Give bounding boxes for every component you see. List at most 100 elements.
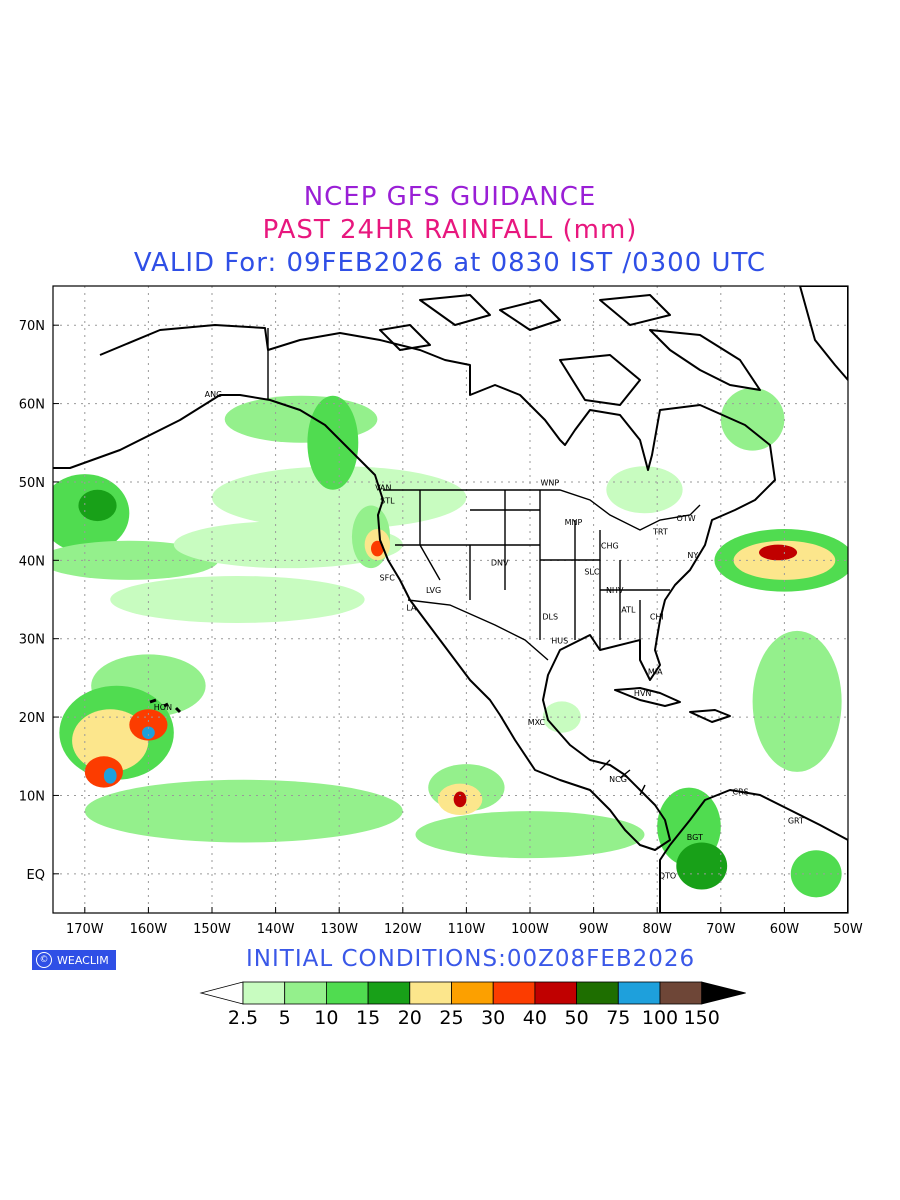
station-bgt: BGT	[687, 833, 703, 842]
baffin-coast	[649, 329, 761, 391]
rain-area-25	[758, 544, 798, 561]
lon-tick-170W: 170W	[66, 922, 104, 937]
rain-area-30	[606, 466, 683, 514]
legend-under-arrow	[199, 981, 244, 1005]
legend-swatch-3	[367, 981, 411, 1005]
legend-swatch-2	[325, 981, 369, 1005]
station-anc: ANC	[205, 390, 222, 399]
station-chg: CHG	[601, 541, 619, 550]
rain-area-32	[542, 701, 581, 733]
hispaniola-coast	[689, 709, 731, 723]
station-slc: SLC	[584, 567, 600, 576]
lon-tick-120W: 120W	[384, 922, 422, 937]
rain-area-2	[53, 540, 219, 580]
legend-label-8: 50	[565, 1007, 589, 1029]
station-ncg: NCG	[609, 775, 627, 784]
lon-tick-150W: 150W	[193, 922, 231, 937]
title-line-2: PAST 24HR RAINFALL (mm)	[262, 215, 638, 245]
rain-area-1	[78, 489, 117, 522]
lat-tick-50N: 50N	[19, 476, 45, 491]
station-la: LA	[406, 603, 417, 612]
arctic-island-3	[499, 299, 561, 331]
central-america-borders	[599, 759, 646, 796]
rain-area-14	[84, 756, 123, 788]
rain-area-28	[676, 842, 728, 890]
station-crs: CRS	[733, 788, 749, 797]
legend-swatch-4	[409, 981, 452, 1005]
legend-label-1: 5	[279, 1007, 291, 1029]
color-legend: 2.5 5 10 15 20 25 30 40 50 75 100 150	[199, 981, 746, 1029]
rainfall-shading	[53, 387, 848, 898]
plot-frame	[52, 285, 849, 914]
greenland-coast	[799, 286, 848, 381]
arctic-island-4	[379, 324, 431, 351]
lat-tick-30N: 30N	[19, 633, 45, 648]
legend-label-5: 25	[439, 1007, 463, 1029]
arctic-island-2	[419, 294, 491, 326]
lon-tick-90W: 90W	[579, 922, 609, 937]
rain-area-18	[84, 779, 403, 843]
lat-tick-60N: 60N	[19, 398, 45, 413]
lat-tick-20N: 20N	[19, 711, 45, 726]
station-chi: CHI	[650, 613, 664, 622]
station-grt: GRT	[788, 817, 804, 826]
us-mexico-border	[407, 599, 549, 661]
rain-area-13	[72, 709, 149, 772]
rain-area-17	[142, 726, 155, 740]
coastlines	[53, 286, 848, 913]
rain-area-16	[103, 768, 117, 784]
lat-tick-EQ: EQ	[27, 868, 45, 883]
title-line-1: NCEP GFS GUIDANCE	[303, 182, 597, 212]
station-mnp: MNP	[565, 518, 583, 527]
legend-swatch-1	[284, 981, 327, 1005]
legend-label-3: 15	[356, 1007, 380, 1029]
lon-tick-100W: 100W	[511, 922, 549, 937]
lon-tick-130W: 130W	[320, 922, 358, 937]
station-lvg: LVG	[426, 586, 441, 595]
rain-area-21	[453, 791, 467, 808]
plot-area: ANC VAN STL WNP MNP OTW TRT CHG NY DNV SFC LVG SLC NH…	[53, 286, 848, 913]
lon-tick-80W: 80W	[642, 922, 672, 937]
title-line-3: VALID For: 09FEB2026 at 0830 IST /0300 U…	[133, 248, 767, 278]
station-atl: ATL	[621, 606, 636, 615]
lon-tick-70W: 70W	[706, 922, 736, 937]
copyright-logo-icon: ©	[36, 952, 52, 968]
rain-area-4	[173, 521, 403, 569]
rain-area-7	[307, 395, 359, 490]
south-america-coast	[659, 789, 848, 913]
lat-tick-70N: 70N	[19, 319, 45, 334]
initial-conditions: INITIAL CONDITIONS:00Z08FEB2026	[246, 946, 696, 972]
station-wnp: WNP	[540, 479, 559, 488]
station-sfc: SFC	[380, 574, 396, 583]
station-trt: TRT	[652, 527, 668, 536]
legend-swatch-0	[242, 981, 286, 1005]
station-dnv: DNV	[491, 559, 509, 568]
us-state-lines	[395, 490, 670, 650]
station-qto: QTO	[659, 871, 676, 880]
legend-label-6: 30	[481, 1007, 505, 1029]
station-hus: HUS	[551, 636, 568, 645]
cuba-coast	[614, 687, 681, 707]
station-ny: NY	[687, 551, 698, 560]
station-van: VAN	[375, 483, 391, 492]
legend-label-4: 20	[398, 1007, 422, 1029]
hawaii-islands	[149, 698, 182, 714]
station-hvn: HVN	[634, 689, 651, 698]
lat-tick-40N: 40N	[19, 554, 45, 569]
station-mxc: MXC	[528, 718, 546, 727]
rain-area-26	[752, 630, 842, 772]
lon-tick-50W: 50W	[833, 922, 863, 937]
rain-area-5	[110, 575, 365, 624]
legend-label-10: 100	[642, 1007, 678, 1029]
lon-tick-160W: 160W	[130, 922, 168, 937]
legend-label-9: 75	[606, 1007, 630, 1029]
rain-area-22	[415, 811, 645, 859]
station-stl: STL	[380, 497, 395, 506]
station-otw: OTW	[677, 514, 696, 523]
weaclim-badge: © WEACLIM	[32, 950, 116, 970]
axis-labels: 170W 160W 150W 140W 130W 120W 110W 100W 90W 80W 70…	[19, 319, 863, 937]
north-america-coast	[53, 324, 776, 851]
legend-over-arrow	[701, 981, 746, 1005]
station-nhv: NHV	[606, 586, 624, 595]
